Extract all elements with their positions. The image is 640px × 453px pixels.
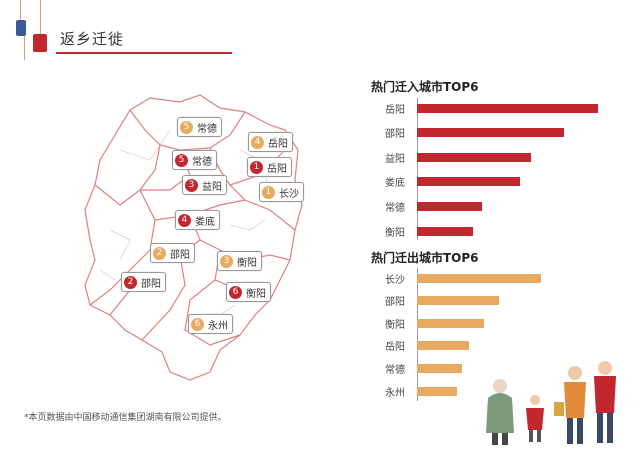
inbound-bar-row: 邵阳 [385,127,564,141]
outbound-axis [417,268,418,401]
outbound-bar [417,296,499,306]
rank-badge: 2 [124,275,137,289]
pin-label: 娄底 [195,216,215,228]
pin-label: 邵阳 [170,249,190,261]
outbound-bar-row: 衡阳 [385,317,484,331]
outbound-bar-row: 永州 [385,385,457,399]
rank-badge: 6 [191,317,204,331]
pin-label: 衡阳 [246,288,266,300]
lantern-string [24,36,25,60]
map-pin-in-1[interactable]: 1 岳阳 [247,157,292,177]
map-pin-in-6[interactable]: 6 衡阳 [226,282,271,302]
outbound-bar [417,273,541,283]
outbound-bar-row: 邵阳 [385,295,499,309]
outbound-bar [417,318,484,328]
outbound-bar [417,386,457,396]
map-pin-out-2[interactable]: 2 邵阳 [150,243,195,263]
outbound-category-label: 常德 [385,364,405,376]
map-pin-in-2[interactable]: 2 邵阳 [121,272,166,292]
rank-badge: 4 [178,213,191,227]
rank-badge: 1 [250,160,263,174]
pin-label: 岳阳 [268,138,288,150]
inbound-category-label: 娄底 [385,178,405,190]
inbound-bar-row: 娄底 [385,176,520,190]
pin-label: 常德 [197,123,217,135]
rank-badge: 6 [229,285,242,299]
outbound-category-label: 长沙 [385,274,405,286]
map-pin-out-3[interactable]: 3 衡阳 [217,251,262,271]
lantern-string [20,0,21,30]
outbound-bar-row: 岳阳 [385,340,469,354]
page-title: 返乡迁徙 [60,30,125,48]
rank-badge: 1 [262,185,275,199]
rank-badge: 5 [175,153,188,167]
pin-label: 永州 [208,320,228,332]
inbound-bar [417,226,473,236]
rank-badge: 4 [251,135,264,149]
rank-badge: 5 [180,120,193,134]
map-pin-out-6[interactable]: 6 永州 [188,314,233,334]
inbound-category-label: 邵阳 [385,129,405,141]
map-pin-out-1[interactable]: 1 长沙 [259,182,304,202]
outbound-bar [417,341,469,351]
inbound-bar [417,177,520,187]
pin-label: 益阳 [202,181,222,193]
rank-badge: 3 [185,178,198,192]
inbound-bar-row: 岳阳 [385,102,598,116]
footnote: *本页数据由中国移动通信集团湖南有限公司提供。 [24,413,227,423]
inbound-category-label: 益阳 [385,153,405,165]
inbound-bar-row: 益阳 [385,151,531,165]
red-lantern-icon [33,34,47,52]
outbound-category-label: 岳阳 [385,342,405,354]
header: 返乡迁徙 [0,0,640,60]
inbound-bar [417,128,564,138]
map-pin-out-4[interactable]: 4 岳阳 [248,132,293,152]
inbound-bar-row: 衡阳 [385,225,473,239]
pin-label: 常德 [192,156,212,168]
inbound-category-label: 常德 [385,202,405,214]
inbound-axis [417,98,418,240]
pin-label: 岳阳 [267,163,287,175]
inbound-bar [417,201,482,211]
lantern-string [40,0,41,40]
inbound-bar-row: 常德 [385,200,482,214]
rank-badge: 3 [220,254,233,268]
map-pin-in-5[interactable]: 5 常德 [172,150,217,170]
outbound-category-label: 邵阳 [385,297,405,309]
inbound-bar [417,103,598,113]
blue-lantern-icon [16,20,26,36]
outbound-bar-row: 常德 [385,362,462,376]
outbound-category-label: 衡阳 [385,319,405,331]
inbound-category-label: 衡阳 [385,227,405,239]
outbound-category-label: 永州 [385,387,405,399]
map-pin-in-3[interactable]: 3 益阳 [182,175,227,195]
pin-label: 衡阳 [237,257,257,269]
family-illustration [486,361,616,445]
pin-label: 邵阳 [141,278,161,290]
map-pin-out-5[interactable]: 5 常德 [177,117,222,137]
inbound-bar [417,152,531,162]
map-pin-in-4[interactable]: 4 娄底 [175,210,220,230]
outbound-bar-row: 长沙 [385,272,541,286]
title-underline [56,52,232,54]
outbound-bar [417,363,462,373]
inbound-category-label: 岳阳 [385,104,405,116]
outbound-chart-title: 热门迁出城市TOP6 [371,251,479,265]
rank-badge: 2 [153,246,166,260]
pin-label: 长沙 [279,188,299,200]
inbound-chart-title: 热门迁入城市TOP6 [371,80,479,94]
